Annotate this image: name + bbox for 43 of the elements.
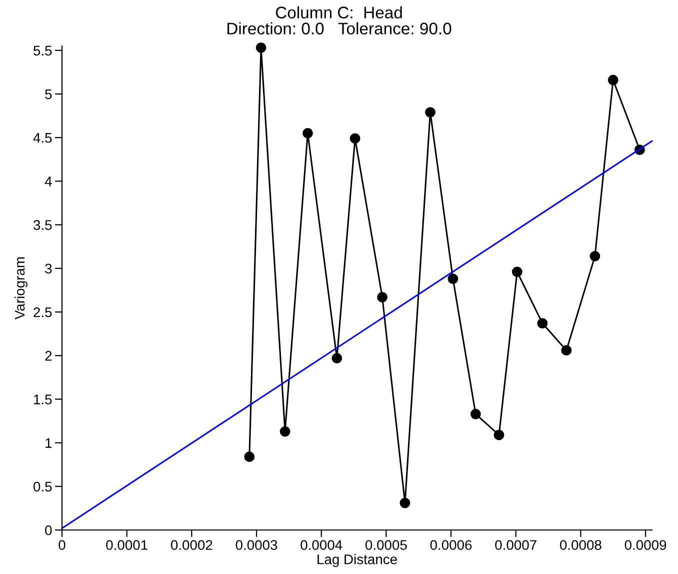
point	[608, 74, 618, 86]
point	[256, 42, 266, 53]
y-tick-label: 3.5	[34, 220, 52, 230]
point	[537, 318, 548, 329]
point	[590, 250, 600, 262]
y-tick-label: 1	[46, 438, 52, 448]
point	[494, 430, 504, 440]
y-tick-label: 3	[45, 264, 52, 274]
x-tick-label: 0.0007	[495, 540, 536, 550]
point	[350, 133, 360, 144]
x-tick-label: 0.0009	[624, 540, 666, 550]
point	[302, 128, 313, 138]
y-tick-label: 0.5	[34, 482, 52, 492]
x-tick-label: 0.0001	[106, 540, 148, 550]
x-tick-label: 0	[58, 540, 66, 550]
y-tick-label: 0	[45, 525, 52, 536]
chart-title: Column C: Head	[276, 6, 402, 18]
x-tick-label: 0.0004	[300, 540, 342, 550]
point	[470, 408, 481, 420]
point	[244, 452, 255, 462]
x-tick-label: 0.0005	[365, 540, 407, 550]
point	[425, 107, 436, 118]
point	[400, 498, 410, 508]
y-tick-label: 4	[44, 176, 52, 186]
y-tick-label: 2	[45, 350, 52, 361]
point	[377, 292, 388, 302]
point	[332, 352, 342, 364]
y-tick-label: 5	[45, 89, 52, 100]
y-tick-label: 2.5	[34, 307, 52, 318]
x-tick-label: 0.0008	[560, 540, 602, 550]
y-tick-label: 5.5	[34, 46, 52, 56]
x-tick-label: 0.0002	[170, 540, 212, 550]
chart-subtitle: Direction: 0.0 Tolerance: 90.0	[228, 22, 452, 34]
point	[561, 345, 572, 356]
y-tick-label: 1.5	[34, 394, 52, 404]
y-tick-label: 4.5	[33, 133, 52, 143]
x-axis-title: Lag Distance	[318, 554, 397, 568]
x-tick-label: 0.0003	[236, 540, 278, 550]
y-axis-title: Variogram	[14, 257, 28, 320]
point	[280, 426, 290, 437]
point	[448, 274, 458, 284]
point	[512, 266, 522, 278]
x-tick-label: 0.0006	[430, 540, 472, 550]
